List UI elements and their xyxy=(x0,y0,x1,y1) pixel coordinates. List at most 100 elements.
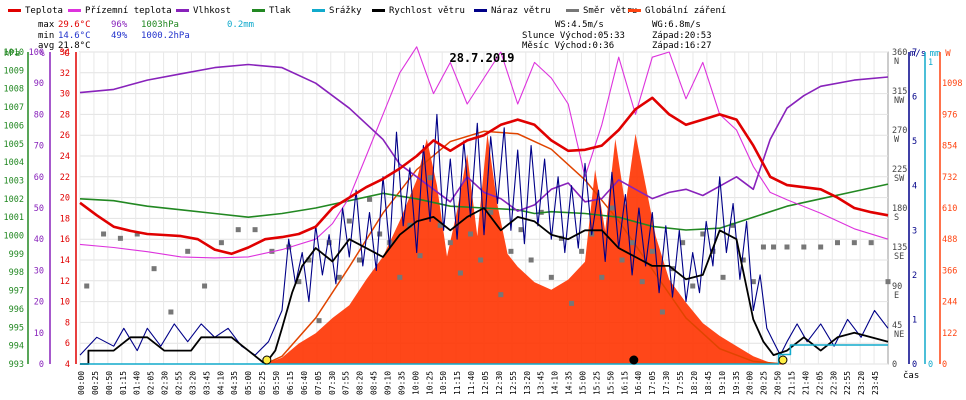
x-tick-label: 15:00 xyxy=(579,371,588,395)
precipitation-line xyxy=(80,344,888,365)
y-tick-degrees: 0 xyxy=(892,360,897,370)
x-tick-label: 08:20 xyxy=(356,371,365,395)
wind-speed-line xyxy=(80,207,889,365)
x-tick-label: 00:50 xyxy=(105,371,114,395)
y-tick-celsius: 18 xyxy=(60,214,70,224)
wind-direction-point xyxy=(818,244,824,250)
wind-direction-point xyxy=(518,227,524,233)
x-tick-label: 10:50 xyxy=(439,371,448,395)
x-tick-label: 02:55 xyxy=(175,371,184,395)
info-sunrise: Slunce Východ:05:33 xyxy=(522,31,625,41)
y-tick-celsius: 6 xyxy=(65,339,70,349)
wind-direction-point xyxy=(639,279,645,285)
wind-direction-point xyxy=(528,257,534,263)
legend-swatch xyxy=(176,9,189,12)
y-tick-hpa: 1009 xyxy=(4,66,24,76)
mm-unit: mm xyxy=(930,49,941,59)
astro-info: WS:4.5m/s WG:6.8m/s Slunce Východ:05:33 … xyxy=(522,20,712,51)
y-tick-celsius: 30 xyxy=(60,90,70,100)
y-tick-celsius: 8 xyxy=(65,318,70,328)
y-tick-direction: SE xyxy=(894,252,904,262)
wind-direction-point xyxy=(356,257,362,263)
y-tick-hpa: 997 xyxy=(9,287,24,297)
x-tick-label: 21:15 xyxy=(787,371,796,395)
y-tick-degrees: 225 xyxy=(892,165,907,175)
ground-temperature-line xyxy=(79,46,889,259)
x-tick-label: 20:50 xyxy=(774,371,783,395)
x-tick-label: 17:05 xyxy=(648,371,657,395)
moonset-marker xyxy=(629,355,639,365)
y-tick-degrees: 360 xyxy=(892,48,907,58)
wind-direction-point xyxy=(801,244,807,250)
wind-direction-point xyxy=(468,231,474,237)
y-tick-w: 122 xyxy=(942,329,957,339)
wind-direction-point xyxy=(84,283,90,289)
wind-direction-point xyxy=(367,196,373,202)
legend-swatch xyxy=(68,9,81,12)
sunrise-marker xyxy=(262,355,272,365)
wind-direction-point xyxy=(151,266,157,272)
x-tick-label: 10:00 xyxy=(411,371,420,395)
wind-direction-point xyxy=(885,279,891,285)
x-tick-label: 04:35 xyxy=(230,371,239,395)
x-tick-label: 13:45 xyxy=(537,371,546,395)
wind-direction-point xyxy=(835,240,840,246)
legend-swatch xyxy=(474,9,487,12)
wind-direction-point xyxy=(649,248,655,254)
y-tick-hpa: 999 xyxy=(9,250,24,260)
legend-label: Náraz větru xyxy=(491,6,551,16)
temperature-line xyxy=(79,96,889,256)
wind-direction-point xyxy=(771,244,777,250)
legend-swatch xyxy=(372,9,385,12)
info-wg: WG:6.8m/s xyxy=(652,20,701,30)
y-tick-mm: 0 xyxy=(928,360,933,370)
y-tick-pct: 70 xyxy=(34,142,44,152)
x-tick-label: 23:45 xyxy=(871,371,880,395)
y-tick-celsius: 20 xyxy=(60,194,70,204)
y-tick-ms: 1 xyxy=(912,315,917,325)
stats-avg-temp: 21.8°C xyxy=(58,41,91,51)
pressure-line xyxy=(79,183,889,231)
x-tick-label: 07:55 xyxy=(342,371,351,395)
x-tick-label: 02:30 xyxy=(161,371,170,395)
y-tick-w: 488 xyxy=(942,235,957,245)
legend-label: Vlhkost xyxy=(193,6,231,16)
y-tick-hpa: 995 xyxy=(9,323,24,333)
y-tick-celsius: 24 xyxy=(60,152,70,162)
x-tick-label: 03:20 xyxy=(188,371,197,395)
clear-sky-radiation-line xyxy=(264,130,784,365)
y-tick-hpa: 1001 xyxy=(4,213,24,223)
x-tick-label: 12:05 xyxy=(481,371,490,395)
y-tick-direction: S xyxy=(894,213,899,223)
y-tick-pct: 30 xyxy=(34,266,44,276)
stats-max-rain: 0.2mm xyxy=(227,20,254,30)
legend-label: Směr větru xyxy=(583,6,637,16)
x-tick-label: 01:40 xyxy=(133,371,142,395)
x-tick-label: 09:35 xyxy=(397,371,406,395)
y-tick-hpa: 1002 xyxy=(4,195,24,205)
x-tick-label: 16:15 xyxy=(620,371,629,395)
x-tick-label: 17:30 xyxy=(662,371,671,395)
wind-direction-point xyxy=(609,205,615,211)
wind-direction-point xyxy=(117,235,123,241)
info-sunset: Západ:20:53 xyxy=(652,31,712,41)
y-tick-hpa: 996 xyxy=(9,305,24,315)
wind-direction-point xyxy=(680,240,686,246)
ms-unit: m/s xyxy=(910,49,926,59)
x-tick-label: 14:35 xyxy=(565,371,574,395)
y-tick-pct: 10 xyxy=(34,329,44,339)
y-tick-pct: 60 xyxy=(34,173,44,183)
x-tick-label: 18:20 xyxy=(690,371,699,395)
wind-direction-point xyxy=(659,309,665,315)
wind-direction-point xyxy=(629,240,635,246)
y-tick-direction: E xyxy=(894,291,899,301)
y-tick-hpa: 1000 xyxy=(4,232,24,242)
wind-direction-point xyxy=(447,240,453,246)
y-tick-w: 732 xyxy=(942,173,957,183)
wind-direction-point xyxy=(397,274,403,280)
y-tick-pct: 50 xyxy=(34,204,44,214)
x-tick-label: 12:30 xyxy=(495,371,504,395)
x-tick-label: 06:40 xyxy=(300,371,309,395)
y-tick-degrees: 270 xyxy=(892,126,907,136)
